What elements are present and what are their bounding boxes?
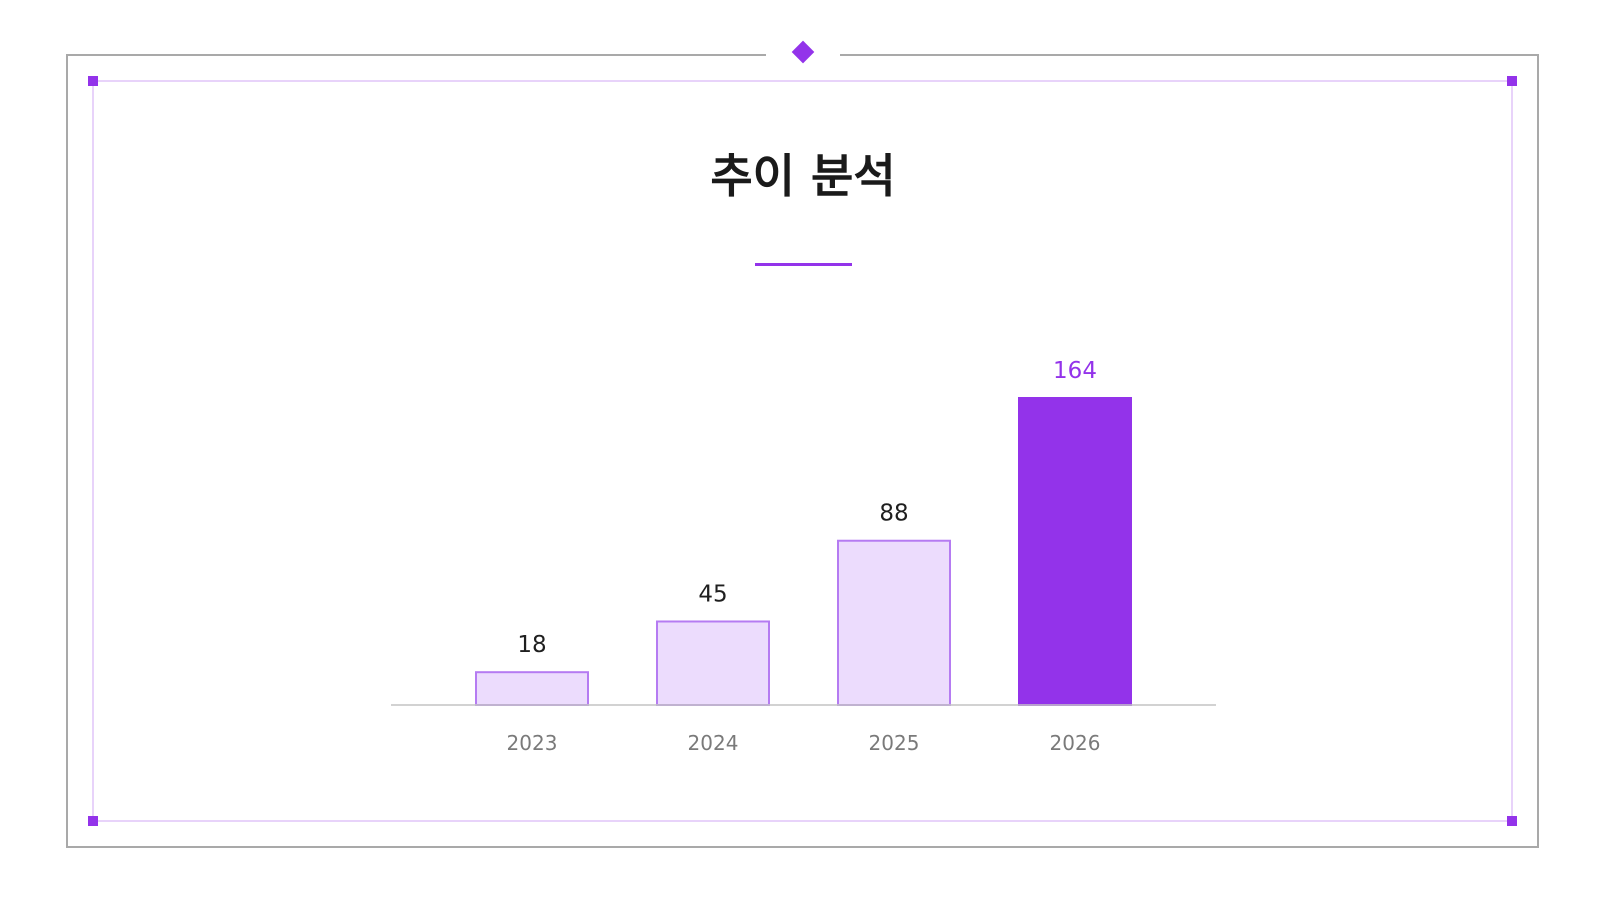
bar-series <box>475 397 1132 707</box>
data-label-2024: 45 <box>698 581 727 607</box>
data-label-2025: 88 <box>879 501 908 527</box>
x-tick-label-2025: 2025 <box>869 731 920 755</box>
title-underline <box>755 263 852 266</box>
corner-marker-top-left <box>88 76 98 86</box>
outer-frame <box>66 54 1539 848</box>
corner-marker-bottom-left <box>88 816 98 826</box>
corner-markers <box>88 76 1517 826</box>
data-labels: 18 45 88 164 <box>517 358 1097 658</box>
x-axis-ticks: 2023 2024 2025 2026 <box>507 731 1101 755</box>
corner-marker-top-right <box>1507 76 1517 86</box>
x-tick-label-2023: 2023 <box>507 731 558 755</box>
bar-2025 <box>837 539 951 706</box>
bar-2023 <box>475 671 589 707</box>
page-title: 추이 분석 <box>710 149 895 203</box>
bar-2026 <box>1018 397 1132 706</box>
corner-marker-bottom-right <box>1507 816 1517 826</box>
data-label-2023: 18 <box>517 632 546 658</box>
bar-2024 <box>656 620 770 706</box>
diamond-ornament-icon <box>791 40 815 64</box>
x-tick-label-2024: 2024 <box>688 731 739 755</box>
inner-frame <box>92 80 1513 822</box>
x-tick-label-2026: 2026 <box>1050 731 1101 755</box>
data-label-2026: 164 <box>1053 358 1097 384</box>
